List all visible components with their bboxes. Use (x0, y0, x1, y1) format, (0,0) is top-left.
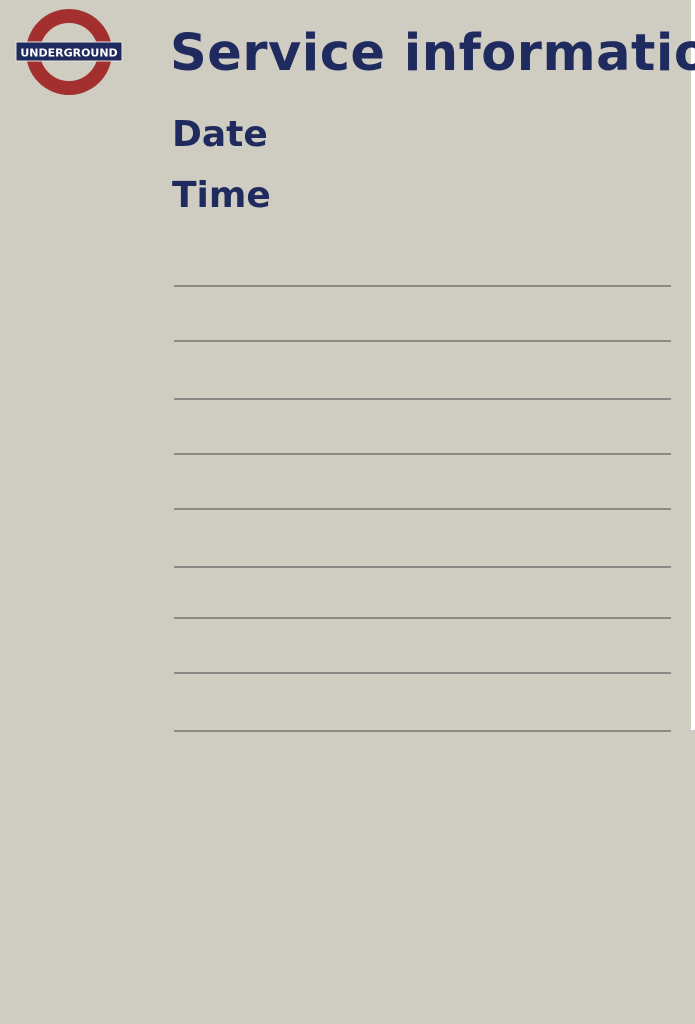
writing-line (174, 617, 671, 619)
writing-line (174, 508, 671, 510)
writing-line (174, 340, 671, 342)
time-label: Time (172, 175, 271, 216)
writing-line (174, 285, 671, 287)
writing-line (174, 566, 671, 568)
board-edge (691, 0, 695, 730)
writing-line (174, 453, 671, 455)
date-label: Date (172, 114, 268, 155)
writing-line (174, 672, 671, 674)
writing-line (174, 398, 671, 400)
page-title: Service information (170, 24, 695, 83)
underground-roundel-icon: UNDERGROUND (15, 9, 123, 95)
roundel-text: UNDERGROUND (20, 47, 117, 60)
writing-line (174, 730, 671, 732)
